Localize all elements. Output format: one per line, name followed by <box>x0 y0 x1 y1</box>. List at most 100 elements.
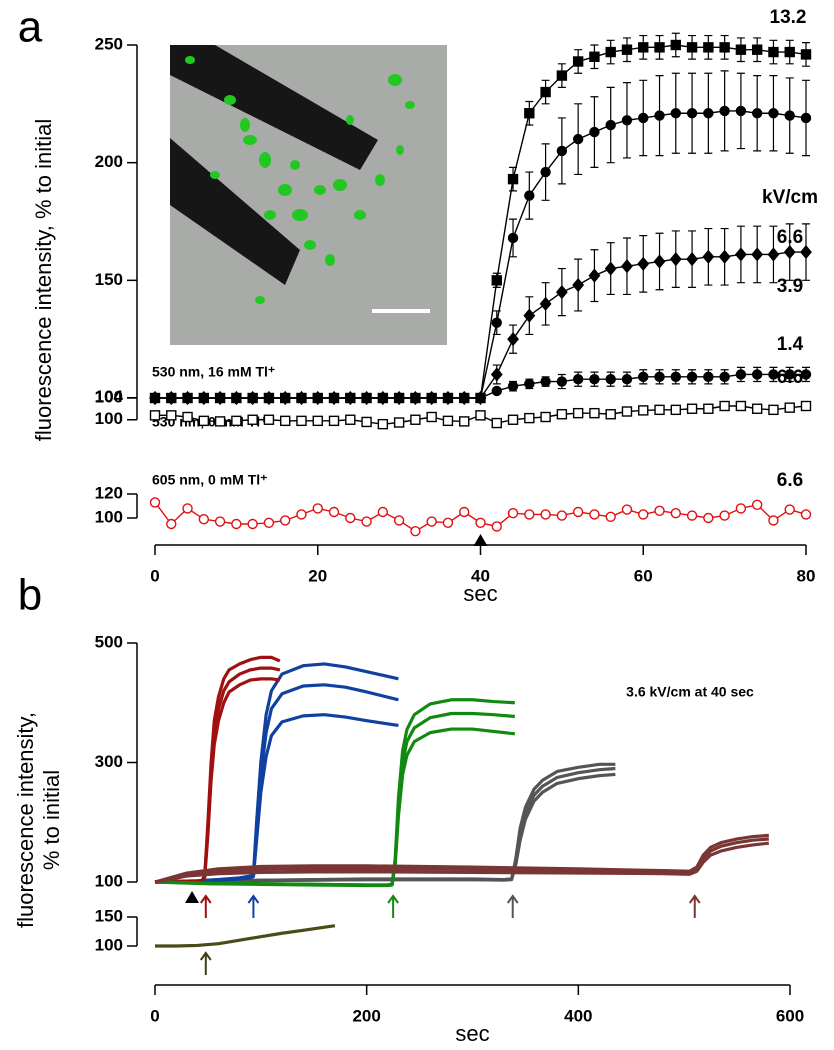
x-tick-label: 600 <box>776 1006 804 1025</box>
marker <box>198 415 210 427</box>
marker <box>719 371 730 383</box>
series-line <box>155 713 399 884</box>
marker <box>524 378 535 390</box>
arrow <box>506 894 519 918</box>
marker <box>638 371 649 383</box>
marker <box>149 410 161 421</box>
marker <box>345 414 356 425</box>
series-line <box>154 662 399 884</box>
marker <box>654 505 665 516</box>
marker <box>459 416 470 427</box>
x-tick-label: 0 <box>150 1006 159 1025</box>
y-tick-label: 100 <box>95 507 123 526</box>
x-tick-label: 80 <box>797 566 816 585</box>
series-line <box>154 772 616 884</box>
marker <box>768 369 779 380</box>
marker <box>459 506 470 518</box>
unit-label: kV/cm <box>762 187 818 208</box>
marker <box>540 166 551 178</box>
electrode <box>170 45 378 170</box>
marker <box>800 112 812 124</box>
marker <box>621 504 633 515</box>
y-axis-label: fluorescence intensity, <box>13 712 38 928</box>
marker <box>719 42 730 53</box>
marker <box>588 268 601 283</box>
marker <box>361 516 372 527</box>
y-tick-label: 104 <box>95 387 124 406</box>
marker <box>393 515 405 526</box>
y-tick-label: 100 <box>95 871 123 890</box>
y-tick-label: 150 <box>95 906 123 925</box>
marker <box>686 510 698 521</box>
marker <box>426 392 437 404</box>
arrow <box>199 894 212 918</box>
y-tick-label: 500 <box>95 632 123 651</box>
marker <box>491 317 502 328</box>
marker <box>686 108 698 119</box>
marker <box>539 296 552 311</box>
marker <box>214 416 226 427</box>
marker <box>296 415 307 427</box>
marker <box>345 512 356 524</box>
marker <box>686 42 698 53</box>
marker <box>426 516 437 527</box>
marker <box>768 108 779 119</box>
marker <box>718 249 731 264</box>
marker <box>572 407 584 419</box>
marker <box>280 515 291 526</box>
marker <box>735 503 747 514</box>
marker <box>263 392 275 404</box>
marker <box>751 499 763 510</box>
marker <box>540 509 551 520</box>
y-tick-label: 200 <box>95 152 123 171</box>
series-name: 6.6 <box>777 470 803 491</box>
x-axis-label: sec <box>455 1021 489 1046</box>
marker <box>734 247 747 262</box>
marker <box>784 369 795 380</box>
marker <box>328 506 340 518</box>
series-line <box>154 762 616 884</box>
marker <box>605 409 616 420</box>
marker <box>410 392 421 404</box>
marker <box>490 367 503 382</box>
marker <box>296 509 307 520</box>
marker <box>198 392 210 404</box>
marker <box>654 42 665 53</box>
marker <box>231 518 242 530</box>
marker <box>328 415 340 427</box>
panel-label: b <box>18 571 42 620</box>
marker <box>605 119 616 131</box>
marker <box>589 51 600 62</box>
marker <box>702 249 715 264</box>
marker <box>556 376 568 387</box>
marker <box>312 503 323 514</box>
marker <box>784 110 795 121</box>
marker <box>231 415 242 427</box>
marker <box>507 173 519 185</box>
marker <box>149 392 161 404</box>
marker <box>507 381 519 392</box>
marker <box>670 404 681 416</box>
scale-bar <box>372 309 430 313</box>
marker <box>166 392 177 404</box>
marker <box>589 407 600 419</box>
marker <box>719 510 730 521</box>
x-tick-label: 60 <box>634 566 653 585</box>
marker <box>703 108 714 119</box>
marker <box>800 49 812 60</box>
marker <box>572 373 584 385</box>
marker <box>703 403 714 414</box>
marker <box>669 252 682 267</box>
marker <box>670 39 681 51</box>
marker <box>214 516 226 527</box>
marker <box>426 411 437 423</box>
series-name: 13.2 <box>770 7 807 28</box>
panel-label: a <box>18 3 43 52</box>
y-tick-label: 100 <box>95 935 123 954</box>
electrode <box>170 138 300 285</box>
marker <box>751 247 764 262</box>
marker <box>735 369 747 380</box>
marker <box>442 392 454 404</box>
x-tick-label: 0 <box>150 566 159 585</box>
series-name: 1.4 <box>777 334 804 355</box>
